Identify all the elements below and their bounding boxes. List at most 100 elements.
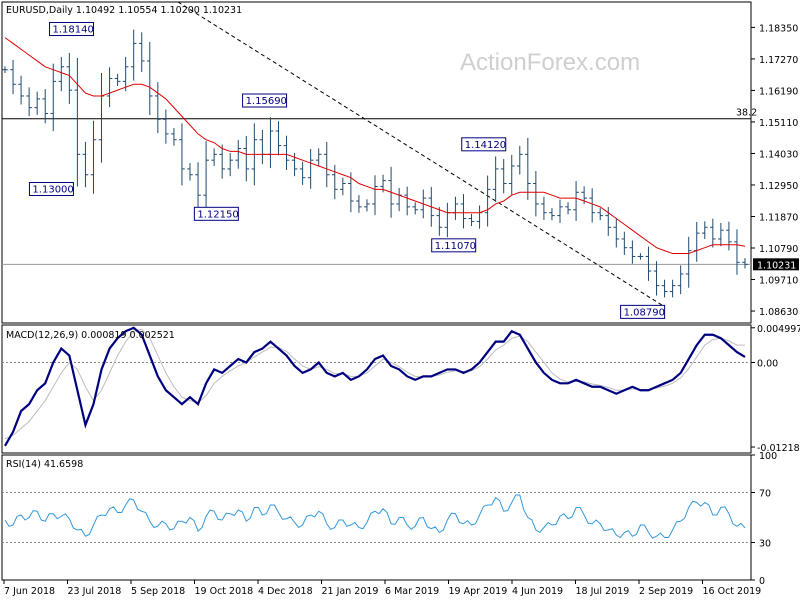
price-bar: [187, 163, 193, 181]
price-bar: [211, 148, 217, 167]
price-bar: [138, 32, 145, 73]
macd-tick-label: 0.00: [757, 358, 778, 369]
price-bar: [348, 172, 354, 213]
price-bar: [331, 164, 338, 200]
price-bar: [10, 59, 16, 95]
price-bar: [484, 175, 491, 227]
price-bar: [34, 91, 40, 115]
ma-line: [4, 37, 746, 255]
annotation-box: [461, 137, 507, 152]
annotation-label: 1.11070: [435, 241, 476, 252]
annotation-label: 1.08790: [624, 307, 665, 318]
price-annotation: 1.12150: [193, 206, 239, 221]
price-bar: [315, 148, 322, 167]
price-bar: [468, 213, 475, 227]
price-bar: [74, 57, 81, 187]
price-bar: [179, 123, 185, 186]
price-tick-label: 1.17270: [759, 55, 798, 66]
price-bar: [669, 279, 676, 298]
price-bar: [146, 41, 153, 116]
price-bar: [372, 175, 378, 216]
price-bar: [243, 136, 250, 182]
date-tick-label: 7 Jun 2018: [4, 586, 55, 597]
current-price-box: 1.10231: [753, 258, 799, 271]
rsi-line: [4, 494, 746, 539]
price-tick-label: 1.08630: [759, 307, 798, 318]
price-bar: [685, 236, 692, 288]
annotation-label: 1.18140: [53, 25, 94, 36]
price-bar: [18, 75, 24, 105]
price-bar: [50, 63, 57, 132]
price-tick-label: 1.09710: [759, 276, 798, 287]
date-tick-label: 19 Oct 2018: [195, 586, 254, 597]
price-annotation: 1.15690: [242, 93, 288, 108]
price-bar: [460, 194, 467, 229]
date-tick-label: 19 Apr 2019: [449, 586, 508, 597]
price-bar: [726, 221, 732, 251]
price-bar: [637, 253, 644, 260]
price-bar: [299, 161, 306, 185]
annotation-label: 1.13000: [32, 185, 73, 196]
price-bar: [412, 202, 419, 215]
rsi-axis: 100 70 30 0: [751, 451, 777, 587]
price-bar: [323, 141, 330, 188]
price-annotation: 1.14120: [461, 137, 507, 152]
price-bar: [565, 202, 571, 215]
price-bar: [500, 159, 507, 194]
price-plot: 38.2 1.18140 1.13000 1.15690 1.12150 1.14120 1…: [2, 1, 757, 319]
rsi-plot: [2, 492, 751, 543]
annotation-box: [49, 22, 95, 37]
price-annotation: 1.13000: [28, 182, 74, 197]
price-tick-label: 1.14030: [759, 149, 798, 160]
date-tick-label: 5 Sep 2018: [131, 586, 185, 597]
price-annotation: 1.18140: [49, 22, 95, 37]
price-tick-label: 1.11870: [759, 212, 798, 223]
price-bar: [710, 218, 716, 248]
price-bar: [541, 196, 547, 220]
trendline: [177, 1, 665, 307]
price-bar: [533, 171, 539, 217]
price-bar: [42, 89, 49, 124]
price-bar: [130, 29, 137, 81]
price-bar: [2, 66, 8, 73]
price-bar: [356, 195, 362, 213]
macd-plot: [2, 326, 751, 447]
current-price-label: 1.10231: [757, 260, 796, 271]
price-bar: [227, 152, 234, 177]
price-bar: [653, 261, 660, 296]
price-bar: [90, 120, 97, 194]
price-tick-label: 1.10790: [759, 244, 798, 255]
annotation-label: 1.15690: [246, 96, 287, 107]
price-bar: [171, 127, 177, 146]
date-tick-label: 6 Mar 2019: [385, 586, 439, 597]
price-bar: [557, 199, 563, 223]
macd-tick-label: 0.004997: [757, 324, 800, 335]
price-bar: [114, 73, 121, 86]
rsi-panel: [1, 454, 752, 581]
price-bar: [742, 258, 748, 269]
price-bar: [66, 52, 73, 104]
current-price-bg: [753, 258, 799, 271]
annotation-box: [431, 238, 477, 253]
price-bar: [203, 141, 209, 215]
annotation-box: [620, 304, 666, 319]
date-tick-label: 21 Jan 2019: [322, 586, 379, 597]
price-bar: [283, 135, 290, 171]
price-bar: [508, 154, 515, 195]
annotation-box: [28, 182, 74, 197]
watermark: ActionForex.com: [460, 49, 640, 76]
price-bar: [275, 121, 282, 156]
price-bar: [661, 279, 668, 298]
price-bar: [629, 240, 636, 264]
date-axis: 7 Jun 2018 23 Jul 2018 5 Sep 2018 19 Oct 20…: [3, 580, 762, 597]
price-bar: [573, 181, 579, 221]
price-bar: [613, 218, 620, 248]
price-bar: [597, 208, 604, 221]
macd-line: [4, 326, 746, 447]
price-bar: [605, 207, 612, 236]
price-tick-label: 1.15110: [759, 118, 798, 129]
fib-label: 38.2: [736, 108, 757, 119]
price-tick-label: 1.12950: [759, 181, 798, 192]
date-tick-label: 16 Oct 2019: [703, 586, 762, 597]
